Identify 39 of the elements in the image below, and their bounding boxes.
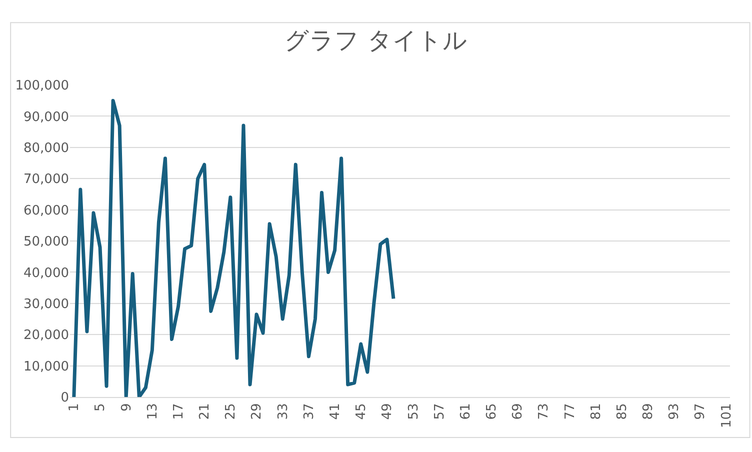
x-tick-label: 17 bbox=[171, 403, 186, 420]
y-tick-label: 0 bbox=[60, 390, 69, 406]
x-tick-label: 93 bbox=[667, 403, 682, 420]
y-tick-label: 10,000 bbox=[24, 359, 69, 374]
line-series bbox=[72, 98, 396, 397]
x-tick-label: 65 bbox=[484, 403, 500, 420]
y-tick-label: 60,000 bbox=[24, 203, 69, 218]
y-tick-label: 40,000 bbox=[24, 266, 69, 281]
x-tick-label: 25 bbox=[224, 403, 239, 420]
x-tick-label: 81 bbox=[588, 403, 604, 420]
x-tick-label: 1 bbox=[67, 403, 82, 412]
x-tick-label: 73 bbox=[536, 403, 552, 420]
x-tick-label: 89 bbox=[641, 403, 656, 420]
x-tick-label: 77 bbox=[562, 403, 578, 420]
x-tick-label: 53 bbox=[406, 403, 422, 420]
x-tick-label: 97 bbox=[693, 403, 708, 420]
x-tick-label: 9 bbox=[119, 403, 134, 412]
y-tick-label: 100,000 bbox=[15, 78, 69, 94]
y-tick-label: 50,000 bbox=[24, 234, 69, 250]
y-tick-label: 90,000 bbox=[24, 110, 69, 125]
y-tick-label: 20,000 bbox=[24, 328, 69, 344]
x-tick-label: 37 bbox=[302, 403, 317, 420]
y-tick-label: 30,000 bbox=[24, 296, 69, 312]
x-tick-label: 85 bbox=[614, 403, 630, 420]
x-tick-label: 21 bbox=[198, 403, 213, 420]
x-tick-label: 69 bbox=[510, 403, 526, 420]
x-tick-label: 49 bbox=[380, 403, 396, 420]
y-tick-label: 80,000 bbox=[24, 140, 69, 156]
x-tick-label: 33 bbox=[276, 403, 291, 420]
x-tick-label: 45 bbox=[354, 403, 370, 420]
x-tick-label: 13 bbox=[145, 403, 160, 420]
y-tick-label: 70,000 bbox=[24, 172, 69, 188]
x-tick-label: 61 bbox=[458, 403, 474, 420]
x-tick-label: 101 bbox=[719, 403, 734, 428]
x-tick-label: 5 bbox=[93, 403, 108, 412]
x-tick-label: 41 bbox=[328, 403, 344, 420]
chart-title: グラフ タイトル bbox=[284, 26, 468, 54]
x-tick-label: 29 bbox=[250, 403, 265, 420]
x-tick-label: 57 bbox=[432, 403, 448, 420]
